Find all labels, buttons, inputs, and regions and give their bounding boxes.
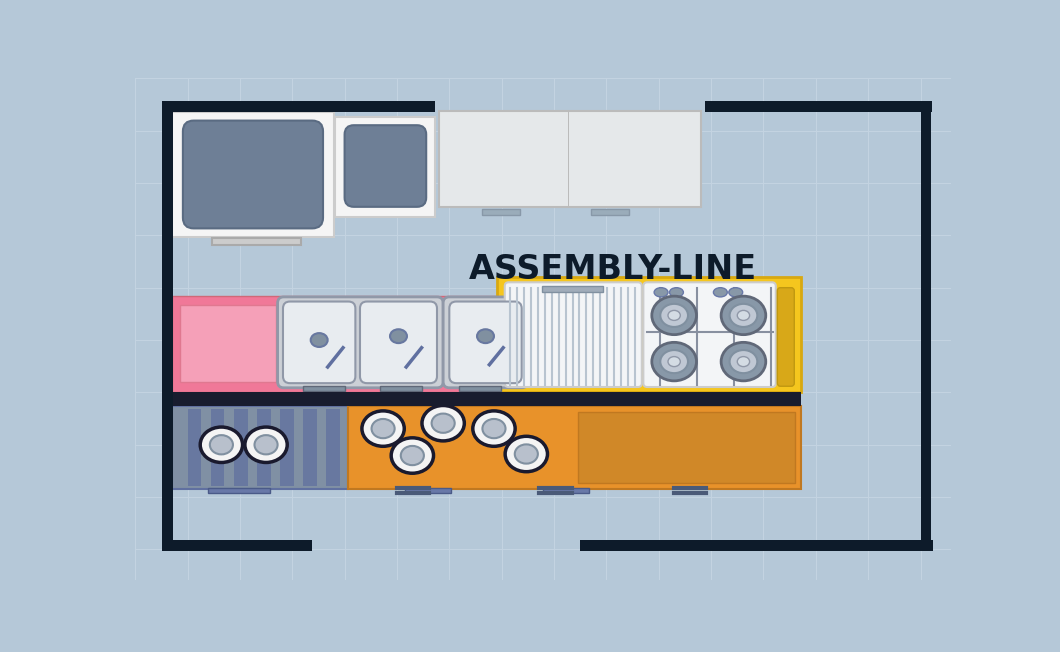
Bar — [172, 406, 348, 490]
Bar — [920, 101, 932, 541]
FancyBboxPatch shape — [505, 282, 641, 387]
FancyBboxPatch shape — [443, 297, 528, 388]
Ellipse shape — [660, 304, 688, 327]
Bar — [326, 409, 340, 486]
Bar — [578, 413, 795, 483]
FancyBboxPatch shape — [278, 297, 443, 388]
Bar — [180, 305, 276, 382]
Ellipse shape — [473, 411, 515, 447]
Ellipse shape — [311, 333, 328, 347]
Bar — [280, 409, 294, 486]
Bar — [172, 393, 801, 406]
Ellipse shape — [506, 436, 547, 471]
FancyBboxPatch shape — [183, 121, 323, 228]
Bar — [172, 296, 498, 393]
Ellipse shape — [721, 342, 765, 381]
FancyBboxPatch shape — [643, 282, 776, 387]
Bar — [439, 111, 701, 207]
Bar — [211, 409, 225, 486]
Bar — [543, 488, 589, 492]
Bar — [188, 409, 201, 486]
Bar — [348, 406, 801, 490]
Ellipse shape — [200, 427, 243, 462]
FancyBboxPatch shape — [449, 301, 522, 383]
Ellipse shape — [713, 288, 727, 297]
Ellipse shape — [210, 435, 233, 454]
Bar — [379, 386, 422, 391]
Ellipse shape — [729, 304, 757, 327]
FancyBboxPatch shape — [283, 301, 355, 383]
Bar — [172, 112, 334, 237]
Bar — [705, 101, 932, 112]
FancyBboxPatch shape — [344, 125, 426, 207]
Bar — [233, 409, 248, 486]
Ellipse shape — [401, 446, 424, 465]
Bar — [580, 541, 933, 551]
Bar — [212, 239, 301, 244]
Ellipse shape — [361, 411, 404, 447]
FancyBboxPatch shape — [777, 288, 794, 386]
Bar — [162, 101, 173, 541]
Bar — [568, 111, 569, 207]
Bar — [303, 409, 317, 486]
Bar — [542, 286, 603, 292]
Bar — [459, 386, 501, 391]
Ellipse shape — [422, 406, 464, 441]
Bar — [162, 101, 436, 112]
Bar — [481, 209, 520, 215]
Ellipse shape — [477, 329, 494, 343]
Ellipse shape — [738, 357, 749, 366]
Ellipse shape — [515, 445, 537, 464]
Bar — [405, 488, 450, 492]
FancyBboxPatch shape — [360, 301, 437, 383]
Ellipse shape — [391, 438, 434, 473]
Ellipse shape — [652, 296, 696, 334]
Bar — [303, 386, 346, 391]
Ellipse shape — [729, 350, 757, 373]
Ellipse shape — [668, 310, 681, 320]
Ellipse shape — [729, 288, 743, 297]
Bar — [497, 277, 801, 393]
Bar — [591, 209, 630, 215]
Bar — [257, 409, 270, 486]
Text: ASSEMBLY-LINE: ASSEMBLY-LINE — [469, 253, 757, 286]
Ellipse shape — [738, 310, 749, 320]
Ellipse shape — [482, 419, 506, 438]
Ellipse shape — [660, 350, 688, 373]
Ellipse shape — [254, 435, 278, 454]
Ellipse shape — [390, 329, 407, 343]
Ellipse shape — [245, 427, 287, 462]
Ellipse shape — [668, 357, 681, 366]
Ellipse shape — [372, 419, 394, 438]
Bar — [335, 117, 436, 217]
Bar — [162, 541, 313, 551]
Ellipse shape — [670, 288, 684, 297]
Ellipse shape — [654, 288, 668, 297]
Ellipse shape — [652, 342, 696, 381]
Ellipse shape — [431, 413, 455, 433]
Ellipse shape — [721, 296, 765, 334]
Bar — [209, 488, 270, 492]
